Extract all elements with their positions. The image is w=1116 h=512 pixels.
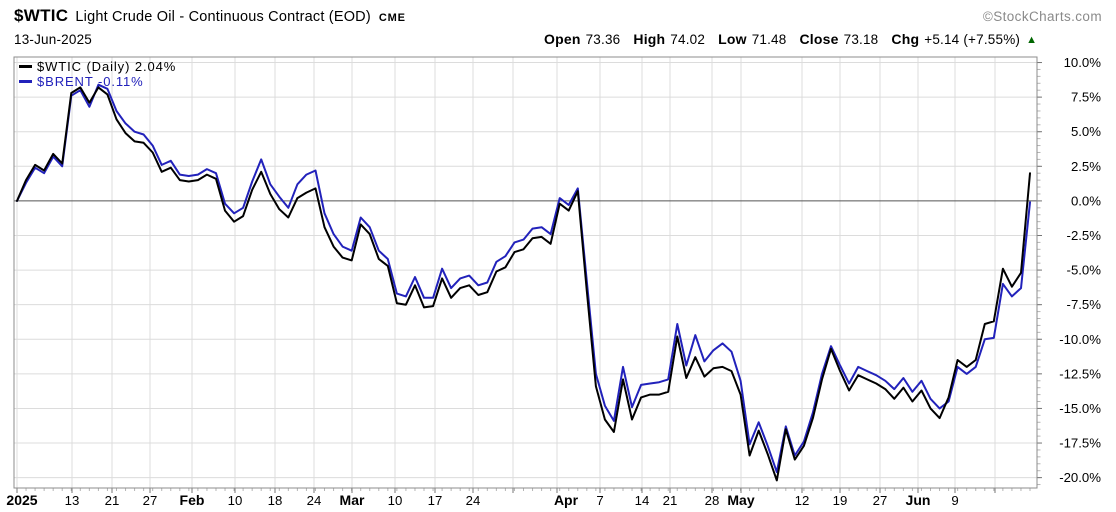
y-axis-label: -12.5% bbox=[1059, 366, 1101, 381]
x-axis-label: 27 bbox=[143, 493, 158, 508]
x-axis-label: 17 bbox=[428, 493, 443, 508]
quote-value: 71.48 bbox=[751, 32, 787, 47]
x-axis-label: 24 bbox=[307, 493, 322, 508]
x-axis-label: 21 bbox=[105, 493, 120, 508]
y-axis-label: -7.5% bbox=[1067, 297, 1102, 312]
series-line-brent bbox=[16, 83, 1031, 474]
x-axis-label: Feb bbox=[180, 492, 205, 508]
y-axis-label: -20.0% bbox=[1059, 470, 1101, 485]
change-up-arrow-icon: ▲ bbox=[1026, 34, 1037, 46]
legend-dash-icon bbox=[19, 80, 32, 83]
y-axis-label: 10.0% bbox=[1064, 55, 1102, 70]
series-line-wtic bbox=[16, 86, 1031, 482]
quote-value: 73.36 bbox=[585, 32, 621, 47]
y-axis-label: 7.5% bbox=[1071, 90, 1101, 105]
y-axis-label: -10.0% bbox=[1059, 332, 1101, 347]
x-axis-label: 2025 bbox=[6, 492, 37, 508]
x-axis-label: Apr bbox=[554, 492, 579, 508]
x-axis-label: 12 bbox=[795, 493, 810, 508]
chart-date: 13-Jun-2025 bbox=[14, 32, 93, 47]
x-axis-label: 10 bbox=[228, 493, 243, 508]
legend-label: $WTIC (Daily) 2.04% bbox=[37, 59, 177, 74]
x-axis-label: 24 bbox=[466, 493, 481, 508]
x-axis-label: 21 bbox=[663, 493, 678, 508]
quote-row: Open 73.36 High 74.02 Low 71.48 Close 73.18 Chg +… bbox=[531, 31, 1037, 47]
y-axis-label: 0.0% bbox=[1071, 193, 1101, 208]
y-axis-label: -5.0% bbox=[1067, 263, 1102, 278]
legend-dash-icon bbox=[19, 65, 32, 68]
y-axis-label: 5.0% bbox=[1071, 124, 1101, 139]
ticker-symbol: $WTIC bbox=[14, 6, 69, 25]
chart-legend: $WTIC (Daily) 2.04% $BRENT -0.11% bbox=[19, 59, 176, 89]
y-axis-label: -2.5% bbox=[1067, 228, 1102, 243]
y-axis-label: 2.5% bbox=[1071, 159, 1101, 174]
x-axis-label: 10 bbox=[388, 493, 403, 508]
legend-item: $BRENT -0.11% bbox=[19, 74, 176, 89]
y-axis-label: -15.0% bbox=[1059, 401, 1101, 416]
legend-label: $BRENT -0.11% bbox=[37, 74, 144, 89]
y-axis-label: -17.5% bbox=[1059, 436, 1101, 451]
quote-label: Open bbox=[544, 31, 581, 47]
quote-value: 73.18 bbox=[843, 32, 879, 47]
x-axis-label: Jun bbox=[906, 492, 931, 508]
x-axis-label: Mar bbox=[340, 492, 365, 508]
x-axis-label: 27 bbox=[873, 493, 888, 508]
quote-label: High bbox=[633, 31, 666, 47]
stockcharts-watermark: ©StockCharts.com bbox=[982, 9, 1102, 24]
x-axis-label: 28 bbox=[705, 493, 720, 508]
exchange-label: CME bbox=[378, 12, 406, 24]
x-axis-label: 14 bbox=[635, 493, 650, 508]
quote-value: +5.14 (+7.55%) bbox=[924, 32, 1021, 47]
quote-label: Low bbox=[718, 31, 747, 47]
security-name: Light Crude Oil - Continuous Contract (E… bbox=[75, 9, 371, 25]
x-axis-label: 9 bbox=[951, 493, 958, 508]
x-axis-label: 7 bbox=[596, 493, 603, 508]
quote-info-row: 13-Jun-2025 Open 73.36 High 74.02 Low 71.48 Cl… bbox=[14, 31, 1037, 47]
x-axis-label: 19 bbox=[833, 493, 848, 508]
chart-title-row: $WTIC Light Crude Oil - Continuous Contr… bbox=[14, 6, 1102, 26]
quote-value: 74.02 bbox=[670, 32, 706, 47]
x-axis-label: 18 bbox=[268, 493, 283, 508]
plot-border bbox=[13, 56, 1038, 489]
quote-label: Close bbox=[799, 31, 839, 47]
x-axis-label: May bbox=[727, 492, 754, 508]
legend-item: $WTIC (Daily) 2.04% bbox=[19, 59, 176, 74]
quote-label: Chg bbox=[891, 31, 920, 47]
x-axis-label: 13 bbox=[65, 493, 80, 508]
